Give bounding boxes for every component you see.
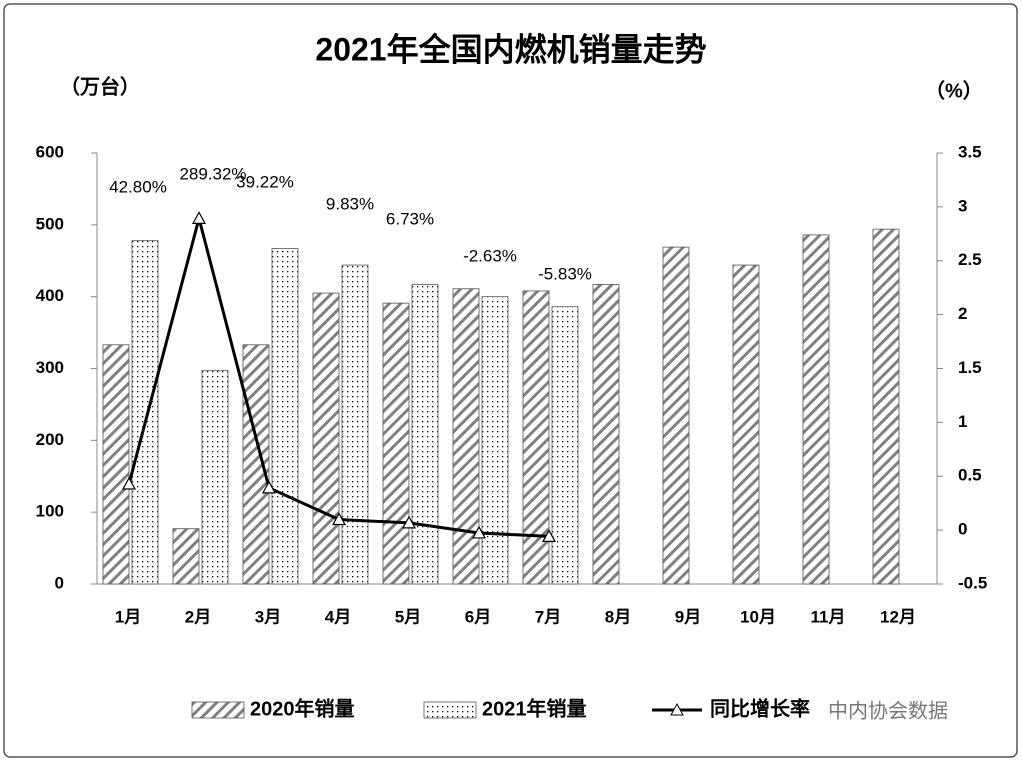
bar [201,370,229,585]
bar [452,288,480,585]
bar [802,234,830,585]
x-tick-label: 9月 [675,607,701,626]
bar [481,296,509,585]
y-tick-label: 100 [36,502,64,521]
rate-marker [541,529,557,543]
legend-marker [670,702,684,716]
bar [172,528,200,585]
bar [551,306,579,585]
bar [662,246,690,585]
bar [592,284,620,585]
x-tick-label: 11月 [811,607,846,626]
rate-marker [471,525,487,539]
data-label: 9.83% [326,194,374,213]
bar [732,264,760,585]
x-tick-label: 2月 [185,607,211,626]
x-tick-label: 5月 [395,607,421,626]
y-tick-label: 600 [36,142,64,161]
legend-label: 2020年销量 [250,696,355,720]
x-tick-label: 4月 [325,607,351,626]
bar [872,228,900,585]
legend-label: 2021年销量 [482,696,587,720]
bar [411,284,439,585]
y2-axis-label: （%） [925,79,983,102]
y-tick-label: 500 [36,214,64,233]
rate-marker [401,515,417,529]
y-axis-label: （万台） [60,74,140,98]
rate-marker [191,211,207,224]
data-label: 42.80% [109,177,167,196]
data-label: -5.83% [538,264,592,283]
y-tick-label: 300 [36,358,64,377]
bar [131,240,159,585]
x-tick-label: 1月 [115,607,141,626]
rate-marker [121,476,137,490]
x-tick-label: 7月 [535,607,561,626]
y-tick-label: 0 [55,573,64,592]
legend-swatch [191,701,245,719]
legend-label: 同比增长率 [710,696,810,720]
y2-tick-label: 3 [958,196,967,215]
y-tick-label: 200 [36,430,64,449]
data-label: 39.22% [236,172,294,191]
data-label: 6.73% [386,209,434,228]
bar [312,292,340,585]
bar [102,344,130,585]
data-label: 289.32% [179,164,246,183]
y-tick-label: 400 [36,286,64,305]
y2-tick-label: 0.5 [958,466,982,485]
bar [271,248,299,585]
rate-marker [331,512,347,526]
data-label: -2.63% [463,246,517,265]
legend-swatch [423,701,477,719]
y2-tick-label: 0 [958,520,967,539]
y2-tick-label: -0.5 [958,573,987,592]
bar [341,264,369,585]
x-tick-label: 12月 [880,607,916,626]
y2-tick-label: 3.5 [958,142,982,161]
bar [242,344,270,585]
chart-title: 2021年全国内燃机销量走势 [315,31,706,67]
y2-tick-label: 2.5 [958,250,982,269]
y2-tick-label: 1.5 [958,358,982,377]
x-tick-label: 8月 [605,607,631,626]
bar [382,302,410,585]
rate-marker [261,480,277,494]
x-tick-label: 10月 [740,607,776,626]
y2-tick-label: 2 [958,304,967,323]
x-tick-label: 3月 [255,607,281,626]
watermark: 中内协会数据 [828,699,948,722]
y2-tick-label: 1 [958,412,967,431]
x-tick-label: 6月 [465,607,491,626]
